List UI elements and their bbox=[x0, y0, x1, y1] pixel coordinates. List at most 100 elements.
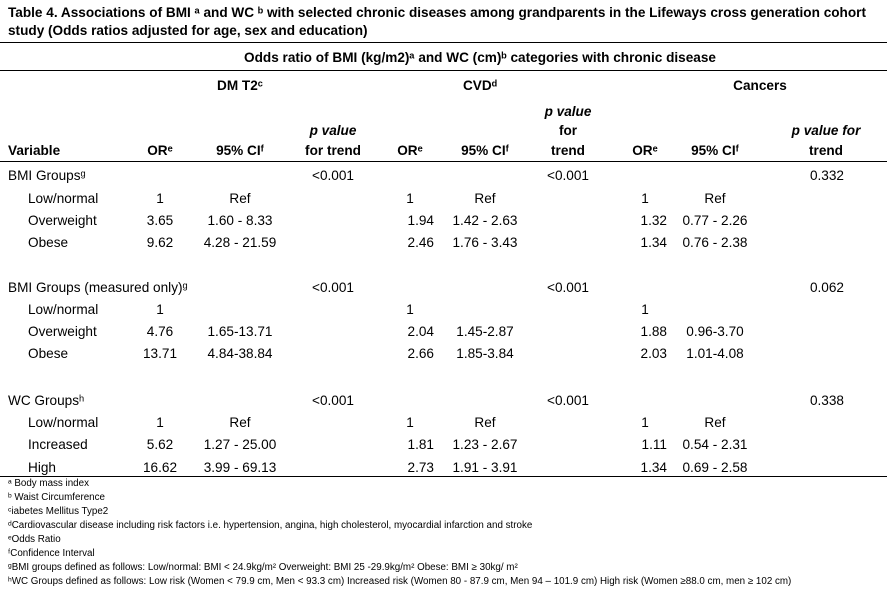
variable-header: Variable bbox=[8, 143, 61, 158]
footnote: ᵍBMI groups defined as follows: Low/norm… bbox=[8, 562, 518, 573]
cvd-ci: 1.45-2.87 bbox=[456, 324, 514, 339]
dm-ci: Ref bbox=[229, 191, 251, 206]
dm-or: 5.62 bbox=[146, 437, 174, 452]
top-rule bbox=[0, 42, 887, 43]
cancers-or: 1.11 bbox=[641, 437, 667, 452]
section-label: BMI Groupsᵍ bbox=[8, 168, 86, 183]
dm-or: 1 bbox=[156, 302, 164, 317]
dm-or: 9.62 bbox=[146, 235, 174, 250]
cancers-or-header: ORᵉ bbox=[632, 143, 658, 158]
table-title: Table 4. Associations of BMI ᵃ and WC ᵇ … bbox=[8, 5, 866, 38]
footnote: ᵃ Body mass index bbox=[8, 478, 89, 489]
cancers-ci: Ref bbox=[704, 191, 726, 206]
cancers-ci: 0.69 - 2.58 bbox=[682, 460, 748, 475]
bottom-rule bbox=[0, 476, 887, 477]
cancers-or: 1.34 bbox=[640, 460, 667, 475]
cancers-ci: Ref bbox=[704, 415, 726, 430]
cvd-pvalue: <0.001 bbox=[547, 168, 589, 183]
row-label: Increased bbox=[28, 437, 88, 452]
section-label: BMI Groups (measured only)ᵍ bbox=[8, 280, 188, 295]
group-dm-header: DM T2ᶜ bbox=[217, 78, 263, 93]
cvd-pvalue: <0.001 bbox=[547, 393, 589, 408]
cvd-ci: 1.91 - 3.91 bbox=[452, 460, 518, 475]
row-label: High bbox=[28, 460, 56, 475]
row-label: Overweight bbox=[28, 213, 97, 228]
dm-pvalue-header-1: p value bbox=[309, 123, 357, 138]
dm-or: 1 bbox=[156, 191, 164, 206]
cancers-or: 1 bbox=[641, 191, 649, 206]
cvd-ci: 1.42 - 2.63 bbox=[452, 213, 518, 228]
super-header: Odds ratio of BMI (kg/m2)ᵃ and WC (cm)ᵇ … bbox=[244, 50, 716, 65]
dm-or-header: ORᵉ bbox=[147, 143, 173, 158]
footnote: ᶜiabetes Mellitus Type2 bbox=[8, 506, 109, 517]
dm-ci: Ref bbox=[229, 415, 251, 430]
footnote: ᵈCardiovascular disease including risk f… bbox=[8, 520, 533, 531]
cancers-ci-header: 95% CIᶠ bbox=[691, 143, 739, 158]
dm-ci: 1.65-13.71 bbox=[207, 324, 273, 339]
cancers-or: 1.34 bbox=[640, 235, 667, 250]
row-label: Low/normal bbox=[28, 191, 99, 206]
cancers-or: 1.32 bbox=[640, 213, 667, 228]
cvd-or: 2.46 bbox=[407, 235, 434, 250]
cvd-pvalue: <0.001 bbox=[547, 280, 589, 295]
cvd-ci: 1.76 - 3.43 bbox=[452, 235, 518, 250]
section-label: WC Groupsʰ bbox=[8, 393, 85, 408]
cvd-or: 1 bbox=[406, 191, 414, 206]
cvd-pvalue-header-2: for bbox=[558, 123, 578, 138]
cvd-ci: 1.85-3.84 bbox=[456, 346, 514, 361]
cvd-pvalue-header-1: p value bbox=[544, 104, 592, 119]
super-header-rule bbox=[0, 70, 887, 71]
cancers-pvalue: 0.062 bbox=[809, 280, 844, 295]
row-label: Overweight bbox=[28, 324, 97, 339]
cvd-or: 2.73 bbox=[407, 460, 434, 475]
dm-ci: 1.27 - 25.00 bbox=[203, 437, 277, 452]
cancers-pvalue: 0.338 bbox=[809, 393, 844, 408]
footnote: ᵉOdds Ratio bbox=[8, 534, 61, 545]
cvd-or: 2.66 bbox=[407, 346, 434, 361]
dm-or: 1 bbox=[156, 415, 164, 430]
dm-ci: 3.99 - 69.13 bbox=[203, 460, 277, 475]
cancers-ci: 0.96-3.70 bbox=[686, 324, 744, 339]
dm-ci: 4.28 - 21.59 bbox=[203, 235, 277, 250]
dm-pvalue: <0.001 bbox=[312, 280, 354, 295]
cancers-ci: 0.54 - 2.31 bbox=[682, 437, 748, 452]
footnote: ᶠConfidence Interval bbox=[8, 548, 95, 559]
dm-or: 3.65 bbox=[146, 213, 174, 228]
row-label: Low/normal bbox=[28, 415, 99, 430]
group-cvd-header: CVDᵈ bbox=[462, 78, 498, 93]
dm-ci: 4.84-38.84 bbox=[207, 346, 273, 361]
cvd-ci: Ref bbox=[474, 191, 496, 206]
cvd-or: 1 bbox=[406, 415, 414, 430]
dm-ci: 1.60 - 8.33 bbox=[207, 213, 273, 228]
header-rule bbox=[0, 161, 887, 162]
dm-ci-header: 95% CIᶠ bbox=[216, 143, 264, 158]
dm-or: 4.76 bbox=[146, 324, 174, 339]
cancers-or: 2.03 bbox=[640, 346, 667, 361]
cvd-or: 2.04 bbox=[407, 324, 434, 339]
cvd-or-header: ORᵉ bbox=[397, 143, 423, 158]
cvd-ci-header: 95% CIᶠ bbox=[461, 143, 509, 158]
dm-or: 16.62 bbox=[142, 460, 178, 475]
cancers-ci: 0.77 - 2.26 bbox=[682, 213, 748, 228]
cvd-or: 1 bbox=[406, 302, 414, 317]
cancers-or: 1.88 bbox=[640, 324, 667, 339]
cancers-ci: 1.01-4.08 bbox=[686, 346, 744, 361]
cancers-or: 1 bbox=[641, 302, 649, 317]
dm-pvalue: <0.001 bbox=[312, 168, 354, 183]
dm-pvalue: <0.001 bbox=[312, 393, 354, 408]
cvd-or: 1.94 bbox=[407, 213, 434, 228]
dm-pvalue-header-2: for trend bbox=[305, 143, 361, 158]
cvd-ci: 1.23 - 2.67 bbox=[452, 437, 518, 452]
footnote: ᵇ Waist Circumference bbox=[8, 492, 105, 503]
cancers-pvalue-header-2: trend bbox=[809, 143, 843, 158]
row-label: Obese bbox=[28, 346, 69, 361]
cvd-or: 1.81 bbox=[407, 437, 434, 452]
cancers-pvalue-header-1: p value for bbox=[791, 123, 861, 138]
footnote: ʰWC Groups defined as follows: Low risk … bbox=[8, 576, 792, 587]
row-label: Low/normal bbox=[28, 302, 99, 317]
row-label: Obese bbox=[28, 235, 69, 250]
group-cancers-header: Cancers bbox=[733, 78, 787, 93]
cvd-ci: Ref bbox=[474, 415, 496, 430]
cancers-or: 1 bbox=[641, 415, 649, 430]
dm-or: 13.71 bbox=[142, 346, 178, 361]
